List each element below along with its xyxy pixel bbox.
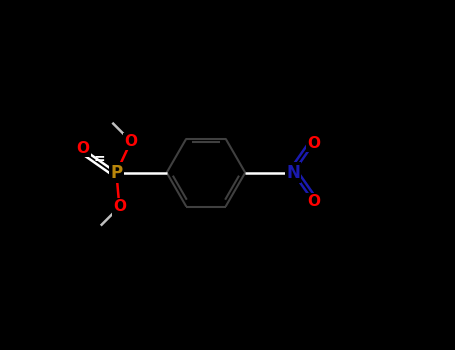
Text: O: O <box>308 136 321 151</box>
Text: O: O <box>308 194 321 209</box>
Text: P: P <box>110 163 122 182</box>
Text: O: O <box>113 199 126 215</box>
Text: =: = <box>94 152 106 166</box>
Text: O: O <box>76 141 90 156</box>
Text: O: O <box>125 134 137 149</box>
Text: N: N <box>286 163 300 182</box>
